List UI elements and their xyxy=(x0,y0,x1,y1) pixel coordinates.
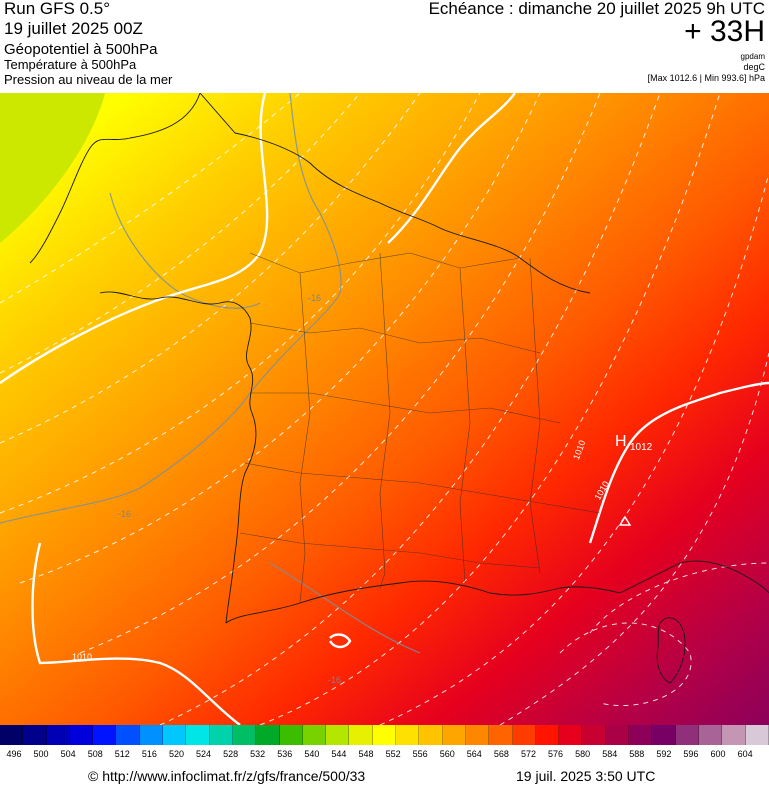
isobar-label: 1010 xyxy=(72,652,92,662)
color-scale-label: 512 xyxy=(114,749,130,759)
color-scale-cell xyxy=(419,725,443,745)
color-scale-cell xyxy=(396,725,420,745)
color-scale-cell xyxy=(232,725,257,745)
temperature-field xyxy=(0,93,769,725)
color-scale-cell xyxy=(582,725,606,745)
color-scale-cell xyxy=(605,725,630,745)
color-scale-cell xyxy=(93,725,117,745)
isotherm-label: -16 xyxy=(328,675,341,685)
color-scale-cell xyxy=(0,725,24,745)
color-scale-bar xyxy=(0,725,769,745)
color-scale-cell xyxy=(465,725,490,745)
color-scale-cell xyxy=(489,725,513,745)
color-scale-cell xyxy=(69,725,94,745)
color-scale-cell xyxy=(698,725,723,745)
run-title: Run GFS 0.5° xyxy=(4,0,111,18)
color-scale-cell xyxy=(279,725,303,745)
color-scale-label: 500 xyxy=(33,749,49,759)
geopotential-contours xyxy=(0,93,769,725)
forecast-offset: + 33H xyxy=(684,15,765,48)
color-scale-label: 576 xyxy=(548,749,564,759)
high-pressure-symbol: H xyxy=(615,433,627,450)
color-scale-label: 536 xyxy=(277,749,293,759)
color-scale-cell xyxy=(302,725,327,745)
color-scale-cell xyxy=(512,725,536,745)
color-scale-label: 572 xyxy=(520,749,536,759)
color-scale-cell xyxy=(326,725,350,745)
color-scale-label: 564 xyxy=(466,749,482,759)
color-scale-label: 588 xyxy=(629,749,645,759)
color-scale-label: 596 xyxy=(683,749,699,759)
isotherm-label: -16 xyxy=(308,293,321,303)
isotherm-label: -16 xyxy=(118,509,131,519)
color-scale-cell xyxy=(163,725,187,745)
color-scale-cell xyxy=(23,725,47,745)
color-scale-label: 520 xyxy=(168,749,184,759)
color-scale-label: 524 xyxy=(196,749,212,759)
color-scale-label: 584 xyxy=(602,749,618,759)
isobars xyxy=(0,93,769,725)
color-scale-label: 548 xyxy=(358,749,374,759)
color-scale-label: 532 xyxy=(250,749,266,759)
layer-geopotential-label: Géopotentiel à 500hPa xyxy=(4,41,158,58)
color-scale-cell xyxy=(675,725,699,745)
run-date: 19 juillet 2025 00Z xyxy=(4,19,143,38)
color-scale-cell xyxy=(116,725,140,745)
color-scale-cell xyxy=(46,725,70,745)
unit-geopotential: gpdam xyxy=(740,52,765,61)
source-credit: © http://www.infoclimat.fr/z/gfs/france/… xyxy=(88,768,366,784)
region-borders xyxy=(239,252,601,604)
color-scale-cell xyxy=(349,725,373,745)
triangle-marker-icon xyxy=(618,515,632,526)
color-scale-cell xyxy=(209,725,233,745)
color-scale-label: 604 xyxy=(737,749,753,759)
color-scale-label: 560 xyxy=(439,749,455,759)
color-scale-label: 592 xyxy=(656,749,672,759)
color-scale-label: 580 xyxy=(575,749,591,759)
unit-temperature: degC xyxy=(743,62,765,72)
color-scale-cell xyxy=(559,725,583,745)
color-scale-label: 508 xyxy=(87,749,103,759)
color-scale-label: 504 xyxy=(60,749,76,759)
forecast-valid-time: Echéance : dimanche 20 juillet 2025 9h U… xyxy=(428,0,765,18)
generation-timestamp: 19 juil. 2025 3:50 UTC xyxy=(516,768,656,784)
corsica-outline xyxy=(656,617,686,684)
color-scale-label: 516 xyxy=(141,749,157,759)
color-scale-cell xyxy=(535,725,560,745)
color-scale-label: 496 xyxy=(6,749,22,759)
pressure-max-min: [Max 1012.6 | Min 993.6] hPa xyxy=(647,73,765,83)
isotherm-label-group: -16 -16 -16 xyxy=(118,293,341,685)
color-scale-cell xyxy=(139,725,164,745)
color-scale-label: 600 xyxy=(710,749,726,759)
color-scale-cell xyxy=(256,725,280,745)
forecast-map: 1010 1010 1010 -16 -16 -16 H 1012 xyxy=(0,93,769,725)
color-scale-label: 528 xyxy=(223,749,239,759)
color-scale-cell xyxy=(442,725,466,745)
color-scale-label: 556 xyxy=(412,749,428,759)
color-scale-cell xyxy=(652,725,676,745)
color-scale-cell xyxy=(372,725,397,745)
color-scale-cell xyxy=(745,725,769,745)
color-scale-label: 544 xyxy=(331,749,347,759)
coastlines xyxy=(29,93,769,684)
map-canvas: 1010 1010 1010 -16 -16 -16 H 1012 xyxy=(0,93,769,725)
color-scale-label: 568 xyxy=(493,749,509,759)
cold-pool-area xyxy=(0,93,105,243)
color-scale-label: 552 xyxy=(385,749,401,759)
high-pressure-value: 1012 xyxy=(630,442,653,453)
color-scale-cell xyxy=(629,725,653,745)
layer-pressure-label: Pression au niveau de la mer xyxy=(4,72,173,87)
color-scale-cell xyxy=(186,725,210,745)
color-scale-labels: 496 500 504 508 512 516 520 524 528 532 536 540 544 5… xyxy=(0,749,769,761)
color-scale-label: 540 xyxy=(304,749,320,759)
color-scale-cell xyxy=(722,725,746,745)
layer-temperature-label: Température à 500hPa xyxy=(4,57,137,72)
